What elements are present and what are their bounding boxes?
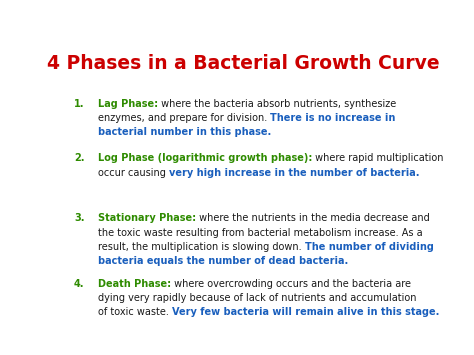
Text: 3.: 3.	[74, 213, 84, 223]
Text: Death Phase:: Death Phase:	[98, 279, 171, 289]
Text: Stationary Phase:: Stationary Phase:	[98, 213, 196, 223]
Text: enzymes, and prepare for division.: enzymes, and prepare for division.	[98, 113, 270, 123]
Text: result, the multiplication is slowing down.: result, the multiplication is slowing do…	[98, 242, 305, 252]
Text: bacterial number in this phase.: bacterial number in this phase.	[98, 127, 271, 137]
Text: 2.: 2.	[74, 153, 84, 163]
Text: very high increase in the number of bacteria.: very high increase in the number of bact…	[169, 168, 419, 178]
Text: where the nutrients in the media decrease and: where the nutrients in the media decreas…	[196, 213, 430, 223]
Text: The number of dividing: The number of dividing	[305, 242, 433, 252]
Text: Lag Phase:: Lag Phase:	[98, 99, 158, 109]
Text: Log Phase (logarithmic growth phase):: Log Phase (logarithmic growth phase):	[98, 153, 312, 163]
Text: occur causing: occur causing	[98, 168, 169, 178]
Text: of toxic waste.: of toxic waste.	[98, 307, 172, 317]
Text: where rapid multiplication: where rapid multiplication	[312, 153, 444, 163]
Text: where the bacteria absorb nutrients, synthesize: where the bacteria absorb nutrients, syn…	[158, 99, 396, 109]
Text: where overcrowding occurs and the bacteria are: where overcrowding occurs and the bacter…	[171, 279, 411, 289]
Text: 1.: 1.	[74, 99, 84, 109]
Text: dying very rapidly because of lack of nutrients and accumulation: dying very rapidly because of lack of nu…	[98, 293, 416, 303]
Text: 4 Phases in a Bacterial Growth Curve: 4 Phases in a Bacterial Growth Curve	[46, 54, 439, 72]
Text: bacteria equals the number of dead bacteria.: bacteria equals the number of dead bacte…	[98, 256, 348, 266]
Text: 4.: 4.	[74, 279, 84, 289]
Text: There is no increase in: There is no increase in	[270, 113, 396, 123]
Text: Very few bacteria will remain alive in this stage.: Very few bacteria will remain alive in t…	[172, 307, 439, 317]
Text: the toxic waste resulting from bacterial metabolism increase. As a: the toxic waste resulting from bacterial…	[98, 228, 422, 237]
